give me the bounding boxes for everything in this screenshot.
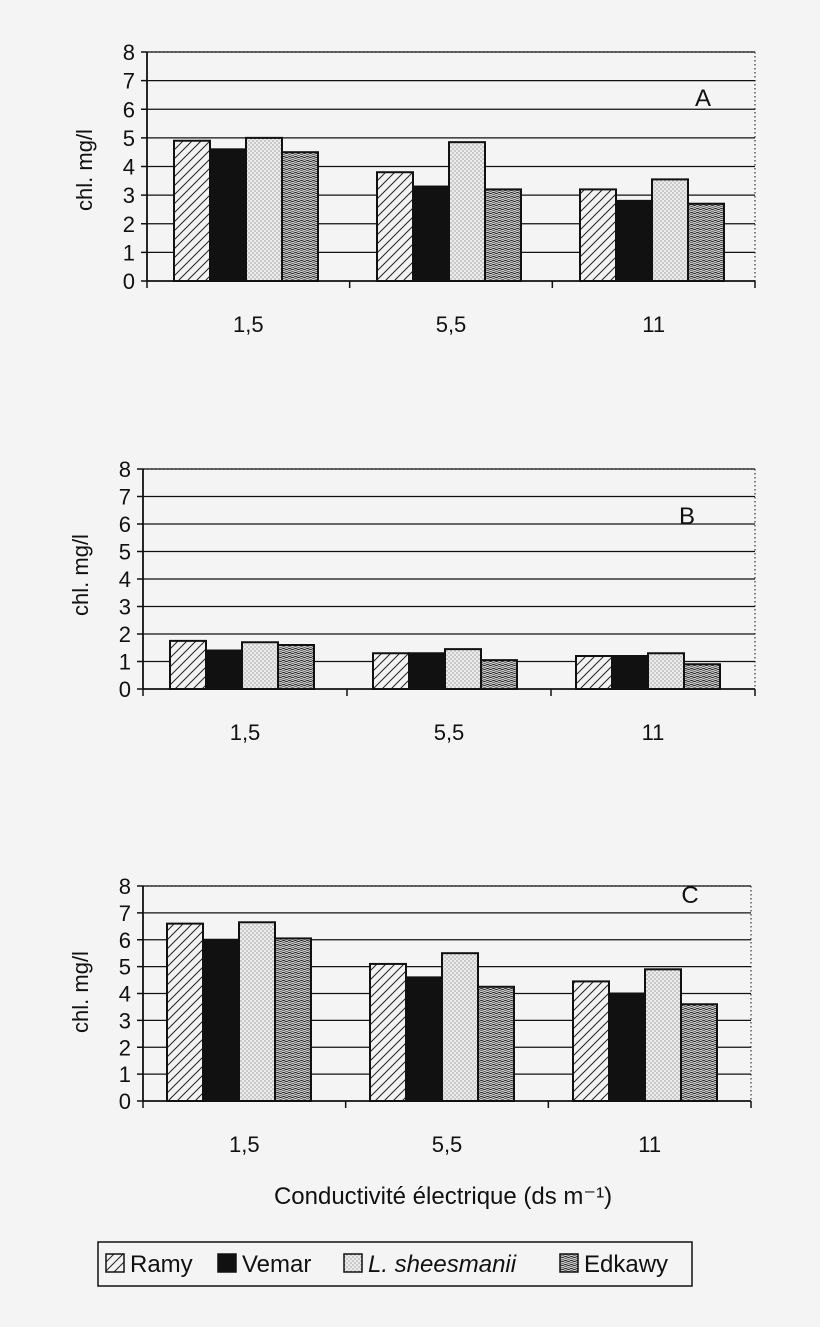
bar-ramy-11 [579, 188, 617, 282]
bar-ramy-1-5 [169, 639, 207, 690]
bar-edkawy-1-5 [277, 644, 315, 690]
y-tick-label: 5 [119, 540, 131, 565]
bar-edkawy-1-5 [274, 937, 312, 1102]
legend-swatch [559, 1253, 579, 1273]
bar-l-sheesmanii-11 [651, 178, 689, 283]
bar-ramy-11 [575, 655, 613, 690]
bar-ramy-1-5 [166, 922, 204, 1102]
y-tick-label: 2 [119, 622, 131, 647]
bar-edkawy-5-5 [477, 985, 515, 1102]
legend-swatch [217, 1253, 237, 1273]
y-tick-label: 1 [123, 240, 135, 265]
x-category-label: 1,5 [230, 720, 261, 745]
legend-frame [97, 1241, 693, 1287]
bar-vemar-5-5 [412, 185, 450, 283]
y-tick-label: 4 [119, 982, 131, 1007]
x-category-label: 11 [642, 720, 665, 745]
x-category-label: 11 [642, 312, 665, 337]
y-tick-label: 2 [123, 212, 135, 237]
x-category-label: 5,5 [434, 720, 465, 745]
y-tick-label: 5 [119, 955, 131, 980]
x-axis-label: Conductivité électrique (ds m⁻¹) [274, 1183, 612, 1210]
bar-edkawy-5-5 [484, 188, 522, 282]
y-tick-label: 7 [123, 69, 135, 94]
bar-ramy-5-5 [372, 652, 410, 690]
bar-ramy-11 [572, 980, 610, 1102]
y-axis-label: chl. mg/l [68, 951, 93, 1033]
bar-vemar-11 [615, 199, 653, 283]
y-tick-label: 6 [119, 928, 131, 953]
bar-ramy-1-5 [173, 139, 211, 282]
y-tick-label: 4 [119, 567, 131, 592]
legend-label: Ramy [130, 1251, 193, 1278]
legend-item-vemar: Vemar [217, 1251, 311, 1278]
bar-l-sheesmanii-5-5 [448, 141, 486, 282]
bar-edkawy-11 [683, 663, 721, 690]
bar-ramy-5-5 [369, 962, 407, 1102]
x-category-label: 5,5 [432, 1132, 463, 1157]
chart-panel-b: 01 23 45 67 8 1,5 5,5 11 chl. mg/l B [68, 457, 756, 745]
x-category-label: 1,5 [229, 1132, 260, 1157]
legend-item-edkawy: Edkawy [559, 1251, 668, 1278]
legend-label: Vemar [242, 1251, 311, 1278]
panel-letter: C [681, 882, 698, 909]
y-tick-label: 8 [119, 874, 131, 899]
bar-vemar-1-5 [209, 148, 247, 282]
bar-vemar-1-5 [205, 649, 243, 690]
bar-edkawy-11 [687, 202, 725, 282]
y-axis-label: chl. mg/l [68, 534, 93, 616]
panel-letter: B [679, 503, 695, 530]
y-tick-label: 7 [119, 901, 131, 926]
legend-item-ramy: Ramy [105, 1251, 193, 1278]
bar-vemar-5-5 [408, 652, 446, 690]
legend-swatch [343, 1253, 363, 1273]
bar-l-sheesmanii-11 [644, 968, 682, 1102]
x-category-label: 1,5 [233, 312, 264, 337]
y-tick-label: 6 [119, 512, 131, 537]
y-tick-label: 3 [119, 595, 131, 620]
bar-vemar-1-5 [202, 938, 240, 1102]
chart-panel-a: 0 1 2 3 4 5 6 7 8 1,5 5,5 11 chl. mg/l A [72, 40, 756, 337]
y-tick-label: 6 [123, 97, 135, 122]
bar-vemar-11 [608, 992, 646, 1102]
legend-swatch [105, 1253, 125, 1273]
bar-l-sheesmanii-5-5 [444, 648, 482, 690]
y-tick-label: 0 [119, 677, 131, 702]
y-tick-label: 4 [123, 155, 135, 180]
bar-l-sheesmanii-11 [647, 652, 685, 690]
y-tick-label: 8 [123, 40, 135, 65]
bar-edkawy-1-5 [281, 151, 319, 282]
y-tick-label: 3 [119, 1008, 131, 1033]
panel-letter: A [695, 85, 711, 112]
legend-item-l-sheesmanii: L. sheesmanii [343, 1251, 517, 1278]
y-tick-label: 1 [119, 650, 131, 675]
y-tick-label: 8 [119, 457, 131, 482]
x-category-label: 11 [638, 1132, 661, 1157]
x-category-label: 5,5 [436, 312, 467, 337]
bar-ramy-5-5 [376, 171, 414, 283]
legend-label: L. sheesmanii [368, 1251, 517, 1278]
y-tick-label: 3 [123, 183, 135, 208]
bar-l-sheesmanii-1-5 [238, 921, 276, 1102]
bar-vemar-5-5 [405, 976, 443, 1102]
bar-edkawy-11 [680, 1003, 718, 1102]
bar-vemar-11 [611, 655, 649, 690]
bar-l-sheesmanii-5-5 [441, 952, 479, 1102]
y-tick-label: 7 [119, 485, 131, 510]
legend: Ramy Vemar L. sheesmanii Edkawy [97, 1241, 693, 1287]
bar-l-sheesmanii-1-5 [241, 641, 279, 690]
y-tick-label: 1 [119, 1062, 131, 1087]
legend-label: Edkawy [584, 1251, 668, 1278]
y-axis-label: chl. mg/l [72, 129, 97, 211]
y-tick-label: 2 [119, 1035, 131, 1060]
y-tick-label: 0 [123, 269, 135, 294]
bar-edkawy-5-5 [480, 659, 518, 690]
bar-l-sheesmanii-1-5 [245, 136, 283, 282]
y-tick-label: 0 [119, 1089, 131, 1114]
y-tick-label: 5 [123, 126, 135, 151]
